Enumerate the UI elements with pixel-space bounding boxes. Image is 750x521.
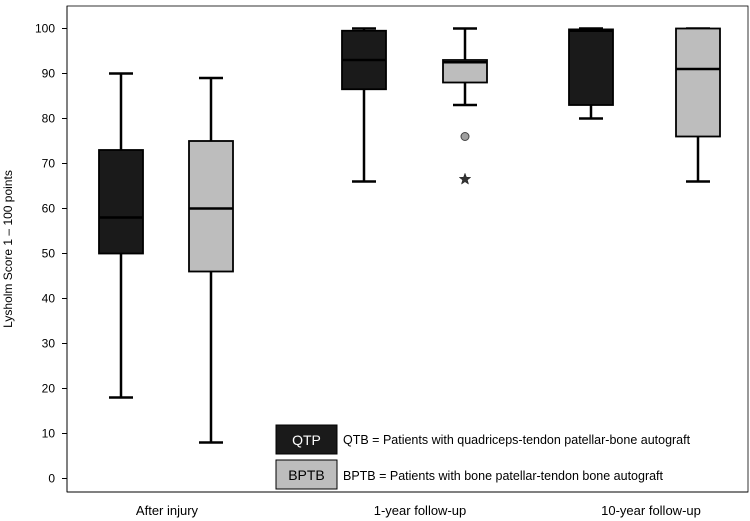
legend-key-label-qtp: QTP: [292, 432, 321, 448]
y-tick-label-100: 100: [35, 22, 55, 36]
y-tick-label-20: 20: [42, 382, 56, 396]
legend-item-bptb: BPTB BPTB = Patients with bone patellar-…: [275, 459, 664, 490]
box-bptb-0: [188, 140, 234, 273]
plot-frame-top: [66, 5, 749, 493]
box-bptb-1: [442, 59, 488, 84]
legend-item-qtp: QTP QTB = Patients with quadriceps-tendo…: [275, 424, 691, 455]
y-tick-label-50: 50: [42, 247, 56, 261]
legend-key-qtp: [275, 424, 338, 455]
legend-description-qtp: QTB = Patients with quadriceps-tendon pa…: [343, 433, 691, 447]
y-tick-label-60: 60: [42, 202, 56, 216]
legend-key-label-bptb: BPTB: [288, 467, 325, 483]
y-tick-label-80: 80: [42, 112, 56, 126]
box-bptb-2: [675, 27, 721, 138]
category-label-10-year-follow-up: 10-year follow-up: [601, 503, 701, 518]
box-qtp-0: [98, 149, 144, 255]
y-tick-label-30: 30: [42, 337, 56, 351]
box-group-bptb-1: [442, 27, 488, 185]
y-axis-ticks: 0 10 20 30 40 50 60 70 80 90 100: [35, 22, 67, 486]
box-qtp-2: [568, 28, 614, 106]
y-tick-label-10: 10: [42, 427, 56, 441]
box-plot-marks: [98, 27, 721, 444]
y-axis-title: Lysholm Score 1 – 100 points: [1, 170, 15, 328]
box-group-qtp-0: [98, 72, 144, 399]
y-tick-label-70: 70: [42, 157, 56, 171]
y-tick-label-40: 40: [42, 292, 56, 306]
box-group-bptb-2: [675, 27, 721, 183]
y-tick-label-0: 0: [48, 472, 55, 486]
legend: QTP QTB = Patients with quadriceps-tendo…: [275, 424, 691, 490]
category-label-1-year-follow-up: 1-year follow-up: [374, 503, 467, 518]
category-label-after-injury: After injury: [136, 503, 199, 518]
outlier-star-bptb-1-1: [458, 172, 472, 185]
legend-description-bptb: BPTB = Patients with bone patellar-tendo…: [343, 469, 664, 483]
legend-key-bptb: [275, 459, 338, 490]
box-group-qtp-2: [568, 27, 614, 120]
box-group-bptb-0: [188, 76, 234, 444]
outlier-circle-bptb-1-0: [460, 132, 470, 141]
y-tick-label-90: 90: [42, 67, 56, 81]
box-group-qtp-1: [341, 27, 387, 183]
